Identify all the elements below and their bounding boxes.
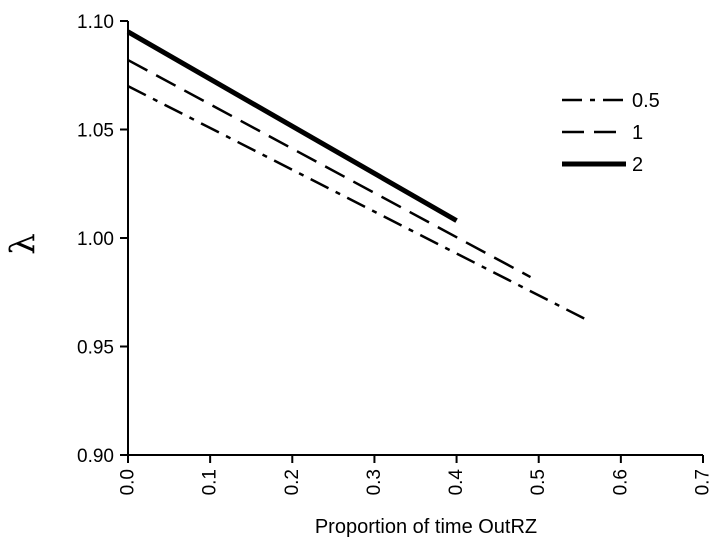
x-tick-label: 0.7 (693, 469, 713, 495)
legend-label-1: 1 (632, 122, 643, 144)
y-axis-title: λ (3, 233, 43, 255)
x-axis-title: Proportion of time OutRZ (315, 516, 537, 538)
legend-label-2: 2 (632, 154, 643, 176)
x-tick-label: 0.1 (200, 469, 221, 495)
x-tick-label: 0.6 (610, 469, 631, 495)
x-tick-label: 0.3 (364, 469, 385, 495)
x-tick-label: 0.5 (528, 469, 549, 495)
y-tick-label: 1.05 (77, 121, 114, 142)
legend-label-0: 0.5 (632, 90, 660, 112)
series-line-2 (126, 29, 458, 223)
y-tick-label: 1.10 (77, 12, 114, 33)
x-tick-label: 0.4 (446, 469, 467, 496)
axes: 0.900.951.001.051.100.0 0.1 0.2 0.3 0.4 0.5 0.… (77, 12, 713, 495)
legend: 0.5 1 2 (562, 90, 660, 176)
y-tick-label: 0.95 (77, 338, 114, 359)
series-line-1 (127, 58, 532, 279)
x-tick-label: 0.2 (282, 469, 303, 495)
y-tick-label: 0.90 (77, 446, 114, 467)
series-layer (126, 29, 589, 322)
y-tick-label: 1.00 (77, 229, 114, 250)
x-tick-label: 0.0 (118, 469, 139, 495)
series-line-0 (127, 84, 589, 322)
